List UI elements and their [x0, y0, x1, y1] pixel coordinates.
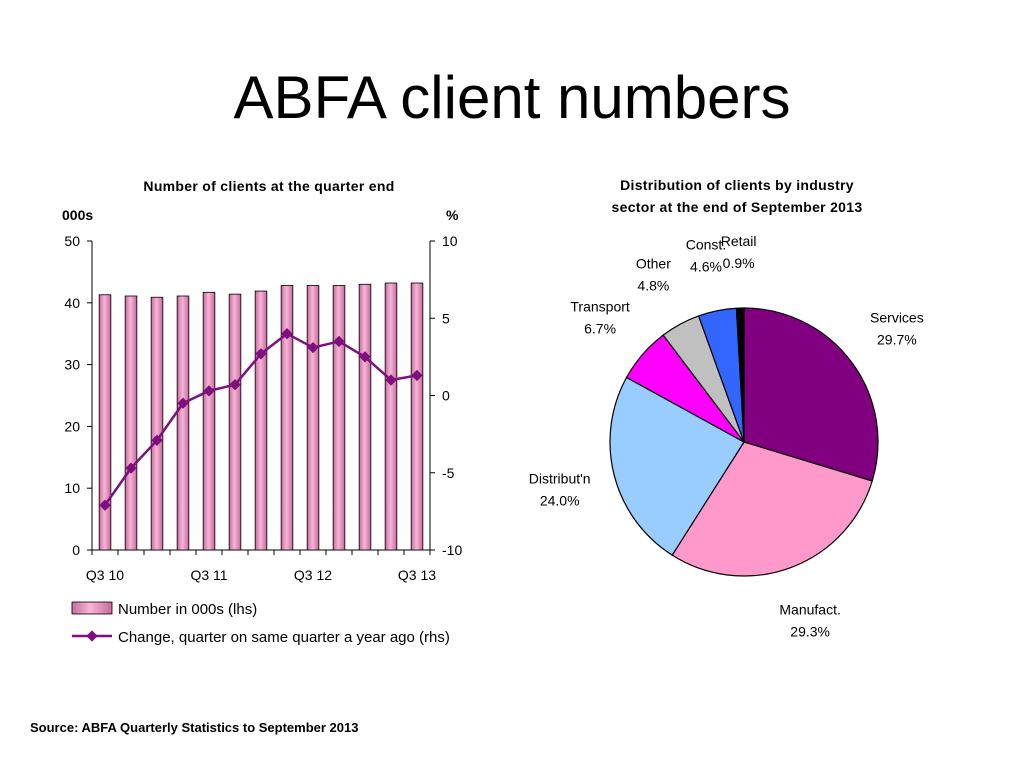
y-left-tick-label: 0 [72, 542, 80, 558]
y-left-tick-label: 10 [64, 480, 80, 496]
chart-legend: Number in 000s (lhs) Change, quarter on … [71, 601, 450, 646]
y-right-tick-label: 0 [442, 388, 450, 404]
pie-slice-name: Services [870, 310, 924, 326]
y-right-tick-label: -5 [442, 465, 455, 481]
y-left-tick-label: 50 [64, 233, 80, 249]
pie-labels: Services 29.7% Manufact. 29.3% Distribut'n 24… [529, 233, 924, 640]
legend-bar-label: Number in 000s (lhs) [118, 601, 257, 618]
y-right-tick-label: 10 [442, 233, 458, 249]
pie-slice [743, 307, 879, 482]
pie-slice-name: Retail [721, 233, 757, 249]
pie-title-line-2: sector at the end of September 2013 [612, 199, 863, 215]
bar [358, 283, 372, 551]
bar [176, 295, 190, 551]
line-point [255, 348, 267, 360]
pie-slice [609, 376, 745, 556]
pie-slice-name: Manufact. [779, 601, 840, 617]
line-point [307, 341, 319, 354]
bar-series [98, 282, 424, 551]
line-point [281, 328, 293, 340]
legend-line-label: Change, quarter on same quarter a year a… [118, 629, 450, 646]
bar [410, 282, 424, 551]
line-point [177, 397, 189, 409]
pie-slices [609, 307, 879, 577]
line-point [411, 369, 423, 382]
line-point [359, 351, 371, 363]
bar [254, 290, 268, 551]
tick-labels: 0 10 20 30 40 50 -10 -5 0 5 10 Q3 10 Q3 11 Q3 12 Q3 13 [64, 233, 462, 583]
bar [280, 285, 294, 551]
bar [98, 294, 112, 551]
y-left-axis-label: 000s [62, 207, 93, 223]
pie-slice-name: Distribut'n [529, 470, 591, 486]
line-point [333, 335, 345, 348]
source-note: Source: ABFA Quarterly Statistics to Sep… [30, 720, 359, 735]
pie-slice-name: Other [636, 256, 671, 272]
pie-slice-name: Transport [570, 299, 630, 315]
y-right-tick-label: -10 [442, 542, 462, 558]
line-point [151, 434, 163, 446]
pie-slice-value: 4.8% [637, 278, 669, 294]
x-tick-label: Q3 11 [190, 567, 227, 583]
x-tick-label: Q3 10 [86, 567, 124, 583]
bar-chart-title: Number of clients at the quarter end [143, 178, 394, 194]
pie-slice-value: 6.7% [584, 321, 616, 337]
pie-slice-value: 24.0% [540, 492, 580, 508]
bar [202, 291, 216, 551]
y-right-axis-label: % [446, 207, 459, 223]
pie-slice-value: 4.6% [690, 259, 722, 275]
y-left-tick-label: 30 [64, 357, 80, 373]
x-tick-label: Q3 13 [398, 567, 436, 583]
pie-slice [735, 307, 745, 443]
pie-slice-value: 29.7% [877, 332, 917, 348]
pie-slice-name: Const. [686, 237, 726, 253]
axes [87, 240, 435, 555]
bar [384, 282, 398, 551]
bar [306, 285, 320, 551]
line-point [385, 374, 397, 386]
bar [228, 293, 242, 551]
y-left-tick-label: 20 [64, 418, 80, 434]
pie-slice [671, 441, 873, 577]
line-point [203, 385, 215, 397]
y-left-tick-label: 40 [64, 295, 80, 311]
pie-slice-value: 29.3% [790, 623, 830, 639]
bar [150, 296, 164, 551]
x-tick-label: Q3 12 [294, 567, 332, 583]
legend-bar-swatch [71, 601, 113, 615]
pie-title-line-1: Distribution of clients by industry [620, 177, 854, 193]
line-point [229, 379, 241, 391]
bar [124, 295, 138, 551]
y-right-tick-label: 5 [442, 310, 450, 326]
pie-slice-value: 0.9% [723, 255, 755, 271]
page-title: ABFA client numbers [233, 64, 791, 131]
bar [332, 285, 346, 551]
